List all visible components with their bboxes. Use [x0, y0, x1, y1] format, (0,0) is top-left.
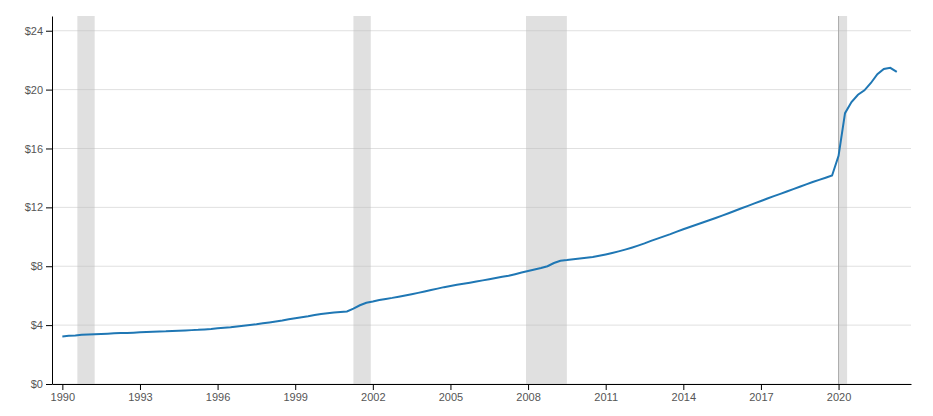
- x-tick-label: 1993: [128, 391, 152, 403]
- y-tick-label: $8: [31, 260, 43, 272]
- x-tick-label: 2020: [827, 391, 851, 403]
- x-tick: 1999: [283, 384, 307, 403]
- x-tick: 1996: [206, 384, 230, 403]
- y-tick: $20: [25, 84, 52, 96]
- x-tick: 2002: [361, 384, 385, 403]
- x-tick-label: 2014: [672, 391, 696, 403]
- recession-band: [839, 16, 848, 384]
- data-layer: [62, 16, 896, 384]
- x-tick-mark: [839, 384, 840, 390]
- grid-line: [52, 207, 911, 208]
- y-tick-label: $4: [31, 319, 43, 331]
- x-tick-label: 1996: [206, 391, 230, 403]
- data-line: [62, 68, 896, 337]
- x-axis-line: [53, 384, 912, 385]
- y-tick-mark: [46, 207, 52, 208]
- y-tick-mark: [46, 325, 52, 326]
- x-tick-mark: [218, 384, 219, 390]
- x-tick-label: 2017: [749, 391, 773, 403]
- x-tick-label: 2005: [439, 391, 463, 403]
- recession-band: [526, 16, 567, 384]
- x-tick-mark: [295, 384, 296, 390]
- x-tick-mark: [683, 384, 684, 390]
- y-tick: $16: [25, 143, 52, 155]
- y-tick-label: $24: [25, 25, 43, 37]
- x-tick: 2017: [749, 384, 773, 403]
- x-tick-label: 2002: [361, 391, 385, 403]
- x-tick: 2005: [439, 384, 463, 403]
- x-tick-mark: [606, 384, 607, 390]
- x-tick: 1993: [128, 384, 152, 403]
- y-tick-label: $20: [25, 84, 43, 96]
- y-tick: $12: [25, 201, 52, 213]
- grid-line: [52, 325, 911, 326]
- grid-line: [52, 266, 911, 267]
- y-axis-line: [52, 17, 53, 385]
- x-tick-label: 1990: [51, 391, 75, 403]
- grid-line: [52, 148, 911, 149]
- x-tick-mark: [62, 384, 63, 390]
- grid: [52, 31, 911, 384]
- grid-line: [52, 384, 911, 385]
- x-tick-mark: [140, 384, 141, 390]
- x-tick-label: 2011: [594, 391, 618, 403]
- x-tick-mark: [761, 384, 762, 390]
- y-tick: $24: [25, 25, 52, 37]
- y-tick-mark: [46, 266, 52, 267]
- y-tick: $0: [31, 378, 52, 390]
- x-tick: 2011: [594, 384, 618, 403]
- y-tick-label: $12: [25, 201, 43, 213]
- x-tick-label: 1999: [283, 391, 307, 403]
- reference-line: [838, 16, 839, 384]
- y-tick-mark: [46, 148, 52, 149]
- chart: 1990 1993 1996 1999 2002 2005 2008 2011 2014 2017…: [0, 0, 933, 416]
- x-tick: 2014: [672, 384, 696, 403]
- x-tick-mark: [528, 384, 529, 390]
- x-tick-mark: [373, 384, 374, 390]
- x-tick-mark: [450, 384, 451, 390]
- y-tick-mark: [46, 90, 52, 91]
- y-tick-mark: [46, 384, 52, 385]
- recession-band: [353, 16, 370, 384]
- y-tick-label: $16: [25, 143, 43, 155]
- y-tick: $8: [31, 260, 52, 272]
- grid-line: [52, 89, 911, 90]
- x-tick-label: 2008: [516, 391, 540, 403]
- x-axis: 1990 1993 1996 1999 2002 2005 2008 2011 2014 2017…: [51, 384, 912, 403]
- recession-band: [77, 16, 94, 384]
- y-tick-mark: [46, 31, 52, 32]
- x-tick: 2008: [516, 384, 540, 403]
- y-tick: $4: [31, 319, 52, 331]
- y-tick-label: $0: [31, 378, 43, 390]
- x-tick: 1990: [51, 384, 75, 403]
- y-axis: $0 $4 $8 $12 $16 $20 $24: [25, 17, 53, 391]
- x-tick: 2020: [827, 384, 851, 403]
- plot-area: 1990 1993 1996 1999 2002 2005 2008 2011 2014 2017…: [25, 16, 912, 403]
- grid-line: [52, 30, 911, 31]
